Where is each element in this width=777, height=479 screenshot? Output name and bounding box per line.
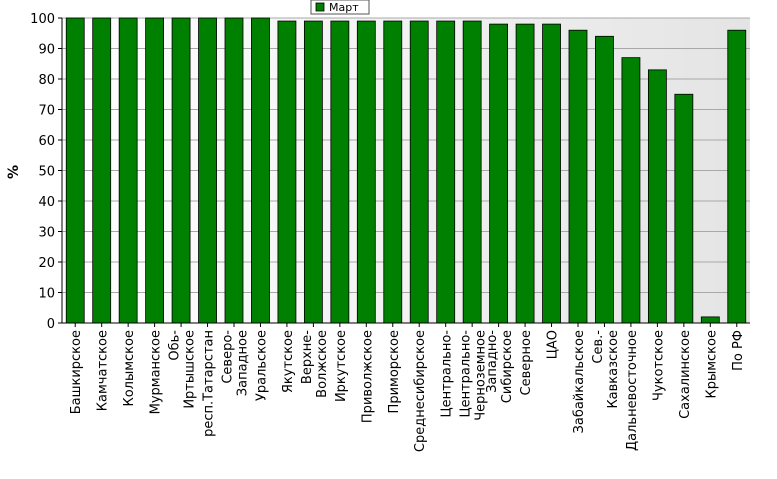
legend: Март bbox=[310, 0, 370, 15]
y-tick-label: 20 bbox=[38, 256, 55, 271]
y-tick-label: 30 bbox=[38, 226, 55, 241]
y-tick-label: 70 bbox=[38, 104, 55, 119]
x-tick-label: Западно- bbox=[485, 330, 500, 393]
x-tick-label: Иртышское bbox=[183, 330, 198, 409]
x-axis-labels: Башкирское Камчатское Колымское Мурманское О… bbox=[69, 323, 746, 452]
x-tick-label: Черноземное bbox=[474, 330, 489, 421]
x-tick-label: Якутское bbox=[281, 330, 296, 393]
bar bbox=[515, 23, 535, 324]
bar bbox=[647, 69, 667, 324]
y-tick-label: 60 bbox=[38, 134, 55, 149]
y-tick-label: 50 bbox=[38, 165, 55, 180]
bar bbox=[489, 23, 509, 324]
x-tick-label: Камчатское bbox=[96, 330, 111, 411]
bar bbox=[251, 17, 270, 324]
x-tick-label: Волжское bbox=[315, 330, 330, 398]
bar bbox=[542, 23, 561, 324]
bar bbox=[727, 29, 747, 324]
x-tick-label: Сев.- bbox=[591, 330, 606, 364]
legend-label: Март bbox=[329, 1, 359, 14]
x-tick-label: По РФ bbox=[731, 330, 746, 371]
x-tick-label: Северо- bbox=[221, 330, 236, 384]
bar bbox=[118, 17, 138, 324]
x-tick-label: респ.Татарстан bbox=[202, 330, 217, 437]
y-axis-ticks: 0 10 20 30 40 50 60 70 80 90 100 bbox=[30, 12, 62, 332]
x-tick-label: ЦАО bbox=[546, 330, 561, 359]
bar bbox=[462, 20, 482, 324]
x-tick-label: Сибирское bbox=[500, 330, 515, 403]
x-tick-label: Приморское bbox=[387, 330, 402, 413]
y-tick-label: 10 bbox=[38, 287, 55, 302]
legend-swatch bbox=[315, 2, 325, 12]
y-tick-label: 40 bbox=[38, 195, 55, 210]
legend-box bbox=[310, 0, 370, 15]
bar bbox=[303, 20, 323, 324]
bar bbox=[674, 93, 694, 324]
bar bbox=[224, 17, 244, 324]
bar bbox=[330, 20, 350, 324]
x-tick-label: Верхне- bbox=[300, 330, 315, 384]
bar bbox=[383, 20, 403, 324]
y-axis-label: % bbox=[6, 165, 22, 179]
x-tick-label: Обь- bbox=[168, 330, 183, 361]
x-tick-label: Крымское bbox=[704, 330, 719, 399]
y-tick-label: 90 bbox=[38, 43, 55, 58]
bar bbox=[145, 17, 165, 324]
x-tick-label: Башкирское bbox=[69, 330, 84, 414]
bar bbox=[595, 35, 614, 324]
bar bbox=[621, 57, 641, 324]
bar bbox=[409, 20, 429, 324]
y-tick-label: 0 bbox=[47, 317, 55, 332]
bar bbox=[277, 20, 297, 324]
x-tick-label: Северное bbox=[519, 330, 534, 395]
x-tick-label: Центрально- bbox=[459, 330, 474, 418]
x-tick-label: Западное bbox=[236, 330, 251, 396]
y-tick-label: 80 bbox=[38, 73, 55, 88]
bar bbox=[65, 17, 85, 324]
x-tick-label: Мурманское bbox=[149, 330, 164, 414]
x-tick-label: Уральское bbox=[254, 330, 269, 401]
x-tick-label: Иркутское bbox=[334, 330, 349, 402]
x-tick-label: Чукотское bbox=[651, 330, 666, 401]
x-tick-label: Среднесибирское bbox=[413, 330, 428, 452]
bars bbox=[65, 17, 747, 324]
bar bbox=[92, 17, 112, 324]
x-tick-label: Кавказское bbox=[606, 330, 621, 409]
x-tick-label: Сахалинское bbox=[678, 330, 693, 419]
x-tick-label: Колымское bbox=[122, 330, 137, 407]
x-tick-label: Забайкальское bbox=[572, 330, 587, 433]
x-tick-label: Центрально- bbox=[440, 330, 455, 418]
bar bbox=[568, 29, 588, 324]
bar bbox=[198, 17, 217, 324]
x-tick-label: Дальневосточное bbox=[625, 330, 640, 451]
bar bbox=[356, 20, 376, 324]
bar bbox=[436, 20, 456, 324]
bar bbox=[700, 316, 720, 324]
y-tick-label: 100 bbox=[30, 12, 55, 27]
bar bbox=[171, 17, 191, 324]
x-tick-label: Приволжское bbox=[360, 330, 375, 423]
